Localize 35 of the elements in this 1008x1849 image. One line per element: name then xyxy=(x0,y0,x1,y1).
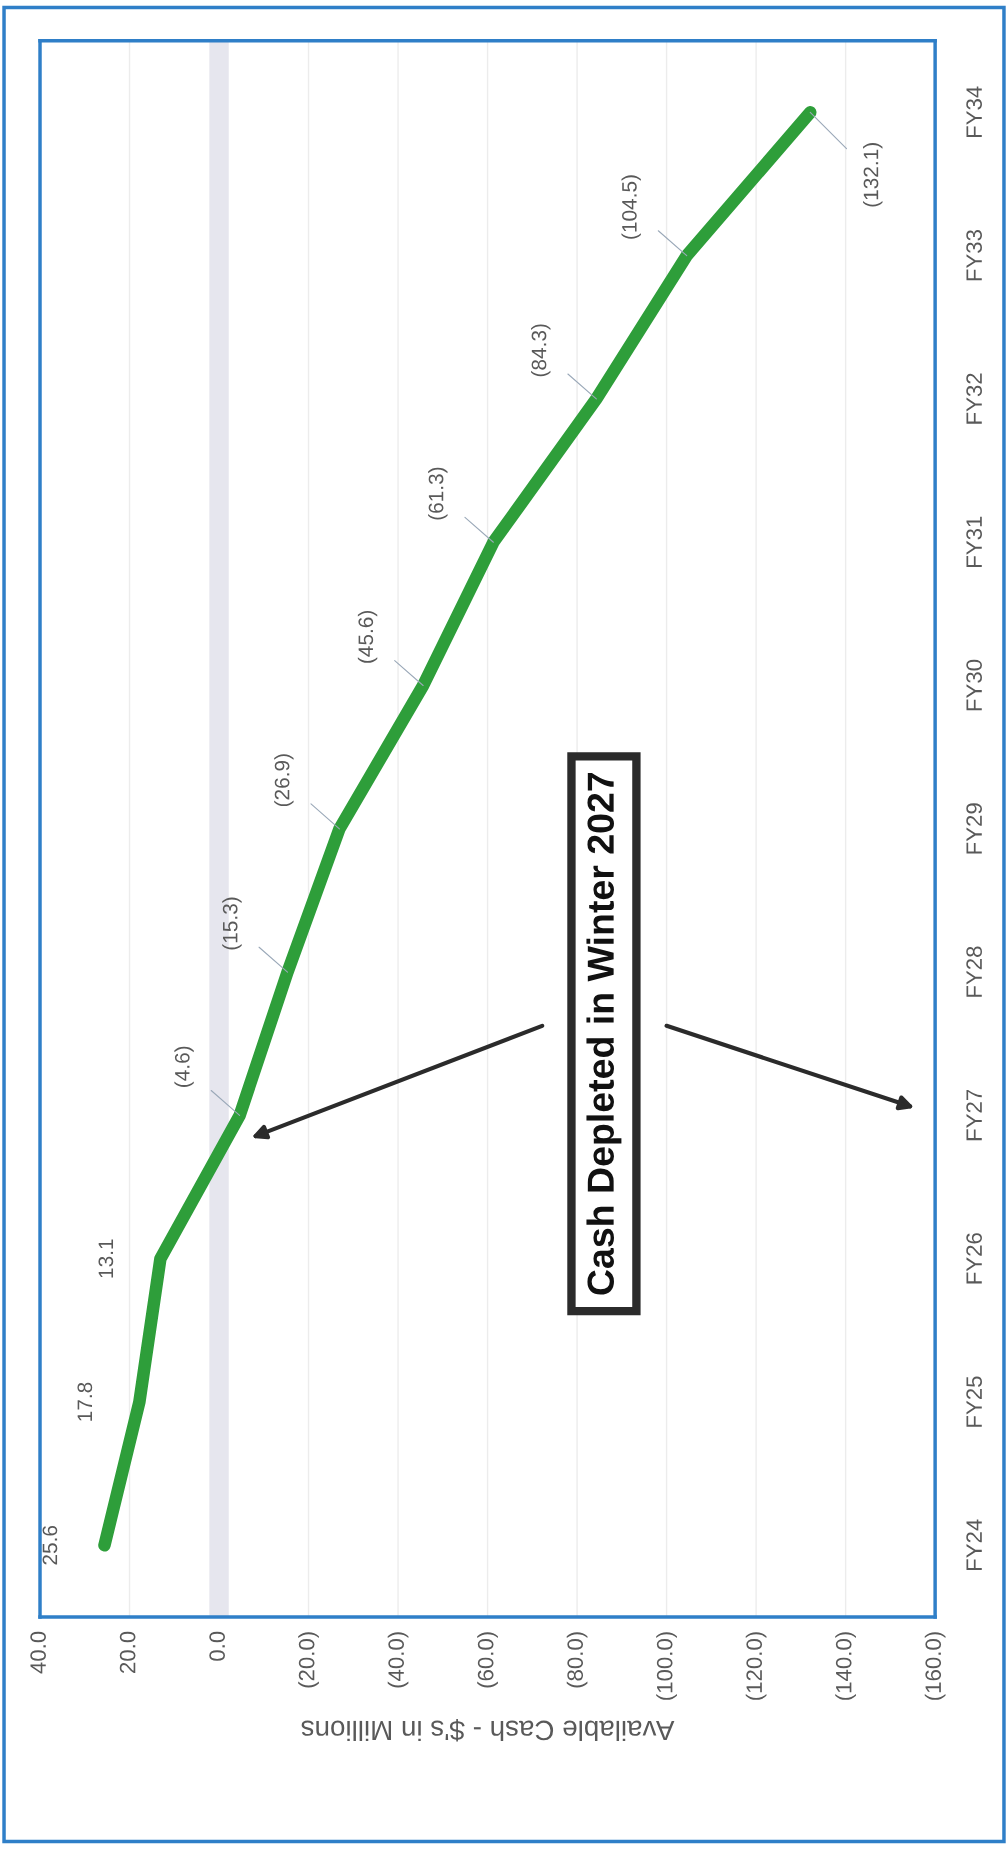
data-label: (15.3) xyxy=(222,897,242,950)
data-label: 25.6 xyxy=(42,1525,58,1565)
data-label: 17.8 xyxy=(77,1382,93,1421)
y-tick-label: FY27 xyxy=(966,1089,982,1141)
data-label: (84.3) xyxy=(531,324,551,377)
x-tick-label: (160.0) xyxy=(924,1632,946,1700)
x-tick-label: (60.0) xyxy=(477,1632,498,1688)
y-tick-label: FY33 xyxy=(966,230,982,281)
y-tick-label: FY26 xyxy=(966,1233,982,1284)
data-label: (45.6) xyxy=(357,610,378,663)
x-tick-label: (120.0) xyxy=(745,1632,767,1700)
data-label: (4.6) xyxy=(174,1046,194,1087)
y-tick-label: FY25 xyxy=(966,1376,982,1427)
x-tick-label: (100.0) xyxy=(656,1632,677,1700)
y-tick-label: FY24 xyxy=(966,1519,982,1571)
annotation: Cash Depleted in Winter 2027 xyxy=(586,772,622,1295)
y-tick-label: FY30 xyxy=(966,659,982,711)
y-tick-label: FY31 xyxy=(966,516,982,567)
x-tick-label: (80.0) xyxy=(566,1632,588,1688)
data-label: (26.9) xyxy=(274,754,294,807)
x-tick-label: (140.0) xyxy=(835,1632,856,1700)
x-tick-label: 20.0 xyxy=(119,1631,136,1673)
y-tick-label: FY28 xyxy=(966,946,982,997)
data-label: (132.1) xyxy=(863,143,883,207)
x-tick-label: 40.0 xyxy=(30,1631,46,1674)
y-tick-label: FY32 xyxy=(966,373,982,424)
x-tick-label: (20.0) xyxy=(298,1632,319,1688)
x-tick-label: (40.0) xyxy=(387,1632,409,1688)
x-tick-label: 0.0 xyxy=(209,1631,225,1661)
y-tick-label: FY34 xyxy=(966,86,982,138)
data-label: 13.1 xyxy=(98,1239,114,1278)
x-axis-title: Available Cash - $'s in Millions xyxy=(301,1718,675,1742)
y-tick-label: FY29 xyxy=(966,803,982,854)
data-label: (104.5) xyxy=(621,175,641,239)
data-label: (61.3) xyxy=(428,467,448,520)
